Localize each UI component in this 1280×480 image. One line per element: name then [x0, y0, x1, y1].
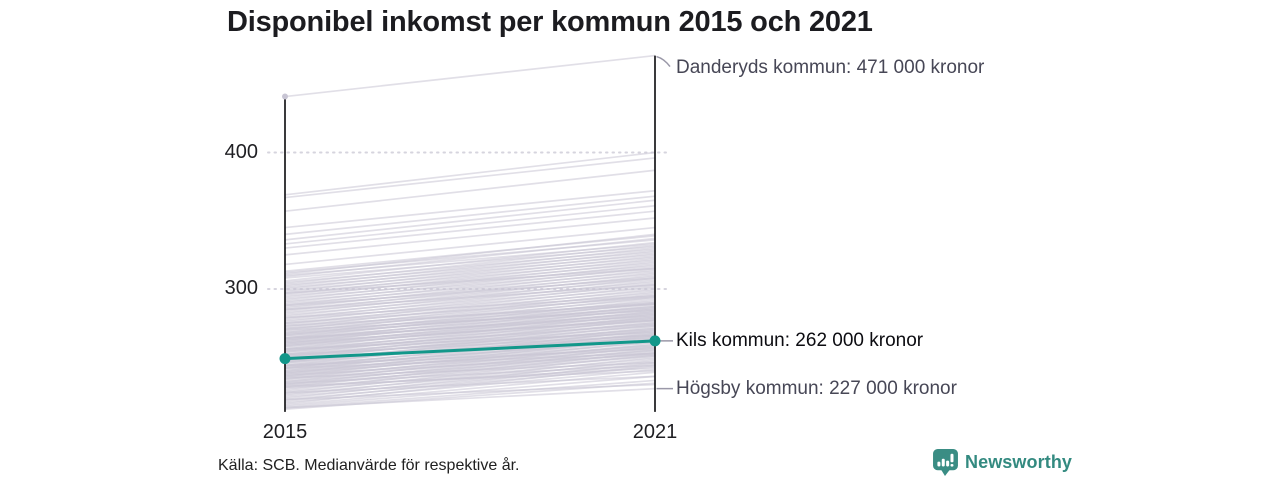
municipality-line — [284, 267, 656, 294]
municipality-line — [284, 319, 656, 344]
municipality-line — [284, 274, 656, 315]
municipality-line — [284, 294, 656, 319]
connector-danderyd — [656, 55, 671, 68]
municipality-line — [284, 370, 656, 387]
municipality-line — [284, 375, 656, 394]
municipality-line — [284, 255, 656, 296]
annotation-kil: Kils kommun: 262 000 kronor — [676, 330, 924, 351]
y-axis-tick-300: 300 — [224, 277, 258, 299]
municipality-line — [284, 383, 656, 401]
municipality-line — [284, 241, 656, 282]
municipality-line — [284, 279, 656, 320]
y-axis-tick-400: 400 — [224, 141, 258, 163]
x-axis-label-2021: 2021 — [632, 421, 678, 443]
municipality-line — [284, 387, 656, 409]
municipality-line — [284, 315, 656, 339]
municipality-line — [284, 244, 656, 285]
municipality-line — [284, 217, 656, 256]
annotation-hogsby: Högsby kommun: 227 000 kronor — [676, 378, 957, 399]
highlight-dot-kil-2021 — [649, 335, 661, 347]
municipality-line — [284, 348, 656, 367]
municipality-line — [284, 356, 656, 397]
highlight-line-kil — [284, 339, 656, 361]
municipality-line — [284, 252, 656, 293]
municipality-line — [284, 199, 656, 241]
municipality-line — [284, 361, 656, 379]
municipality-line — [284, 296, 656, 324]
municipality-line — [284, 284, 656, 311]
municipality-line — [284, 288, 656, 329]
municipality-line — [284, 247, 656, 288]
newsworthy-wordmark: Newsworthy — [965, 452, 1073, 472]
municipality-line — [284, 237, 656, 278]
municipality-line — [284, 309, 656, 331]
newsworthy-speech-bubble-chart-icon — [933, 449, 958, 476]
municipality-line — [284, 364, 656, 385]
municipality-line — [284, 334, 656, 356]
municipality-line — [284, 263, 656, 304]
source-note: Källa: SCB. Medianvärde för respektive å… — [218, 457, 520, 474]
municipality-line — [284, 282, 656, 323]
municipality-line — [284, 195, 656, 236]
municipality-line — [284, 249, 656, 290]
municipality-line — [284, 345, 656, 374]
municipality-line — [284, 226, 656, 266]
danderyd-2015-marker — [282, 93, 288, 100]
newsworthy-logo[interactable]: Newsworthy — [933, 449, 1072, 476]
municipality-line — [284, 303, 656, 327]
municipality-line — [284, 157, 656, 199]
annotation-danderyd: Danderyds kommun: 471 000 kronor — [676, 57, 985, 78]
municipality-line — [284, 204, 656, 245]
municipality-line — [284, 269, 656, 309]
municipality-line — [284, 169, 656, 213]
municipality-line — [284, 353, 656, 376]
municipality-line — [284, 54, 656, 98]
highlight-dot-kil-2015 — [279, 353, 291, 365]
municipality-line — [284, 266, 656, 307]
municipality-line — [284, 371, 656, 406]
municipality-line — [284, 233, 656, 275]
municipality-line — [284, 210, 656, 249]
municipality-line — [284, 277, 656, 307]
x-axis-label-2015: 2015 — [262, 421, 308, 443]
municipality-line — [284, 151, 656, 196]
municipality-line — [284, 258, 656, 299]
municipality-line — [284, 352, 656, 370]
municipality-line — [284, 189, 656, 229]
municipality-line — [284, 303, 656, 334]
municipality-line — [284, 331, 656, 350]
municipality-line — [284, 319, 656, 350]
municipality-line — [284, 379, 656, 409]
chart-title: Disponibel inkomst per kommun 2015 och 2… — [227, 6, 873, 38]
